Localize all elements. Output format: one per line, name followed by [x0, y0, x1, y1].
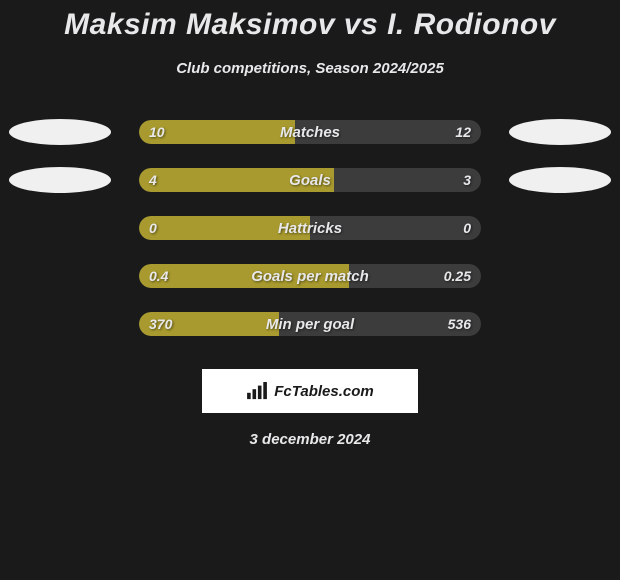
player-shape-right — [509, 215, 611, 241]
brand-text: FcTables.com — [274, 383, 373, 400]
player-shape-right — [509, 167, 611, 193]
stat-row: 370Min per goal536 — [0, 311, 620, 337]
stat-bar: 370Min per goal536 — [139, 312, 481, 336]
page-title: Maksim Maksimov vs I. Rodionov — [64, 8, 556, 42]
stat-bar: 4Goals3 — [139, 168, 481, 192]
stat-value-right: 0 — [463, 216, 471, 240]
stat-label: Hattricks — [139, 216, 481, 240]
bar-chart-icon — [246, 382, 268, 400]
page-subtitle: Club competitions, Season 2024/2025 — [176, 60, 444, 77]
player-shape-right — [509, 311, 611, 337]
player-shape-left — [9, 311, 111, 337]
stat-row: 4Goals3 — [0, 167, 620, 193]
stat-row: 10Matches12 — [0, 119, 620, 145]
stat-row: 0.4Goals per match0.25 — [0, 263, 620, 289]
player-shape-right — [509, 119, 611, 145]
stat-value-right: 3 — [463, 168, 471, 192]
stat-label: Goals — [139, 168, 481, 192]
brand-badge: FcTables.com — [202, 369, 418, 413]
stat-value-right: 0.25 — [444, 264, 471, 288]
footer-date: 3 december 2024 — [250, 431, 371, 448]
stat-value-right: 536 — [448, 312, 471, 336]
infographic-container: Maksim Maksimov vs I. Rodionov Club comp… — [0, 0, 620, 448]
stat-bar: 10Matches12 — [139, 120, 481, 144]
player-shape-left — [9, 119, 111, 145]
player-shape-right — [509, 263, 611, 289]
stat-label: Goals per match — [139, 264, 481, 288]
stat-value-right: 12 — [455, 120, 471, 144]
comparison-chart: 10Matches12 4Goals3 0Hattricks0 0.4Goals pe… — [0, 119, 620, 359]
player-shape-left — [9, 215, 111, 241]
stat-label: Min per goal — [139, 312, 481, 336]
stat-label: Matches — [139, 120, 481, 144]
stat-bar: 0.4Goals per match0.25 — [139, 264, 481, 288]
player-shape-left — [9, 167, 111, 193]
stat-bar: 0Hattricks0 — [139, 216, 481, 240]
stat-row: 0Hattricks0 — [0, 215, 620, 241]
player-shape-left — [9, 263, 111, 289]
